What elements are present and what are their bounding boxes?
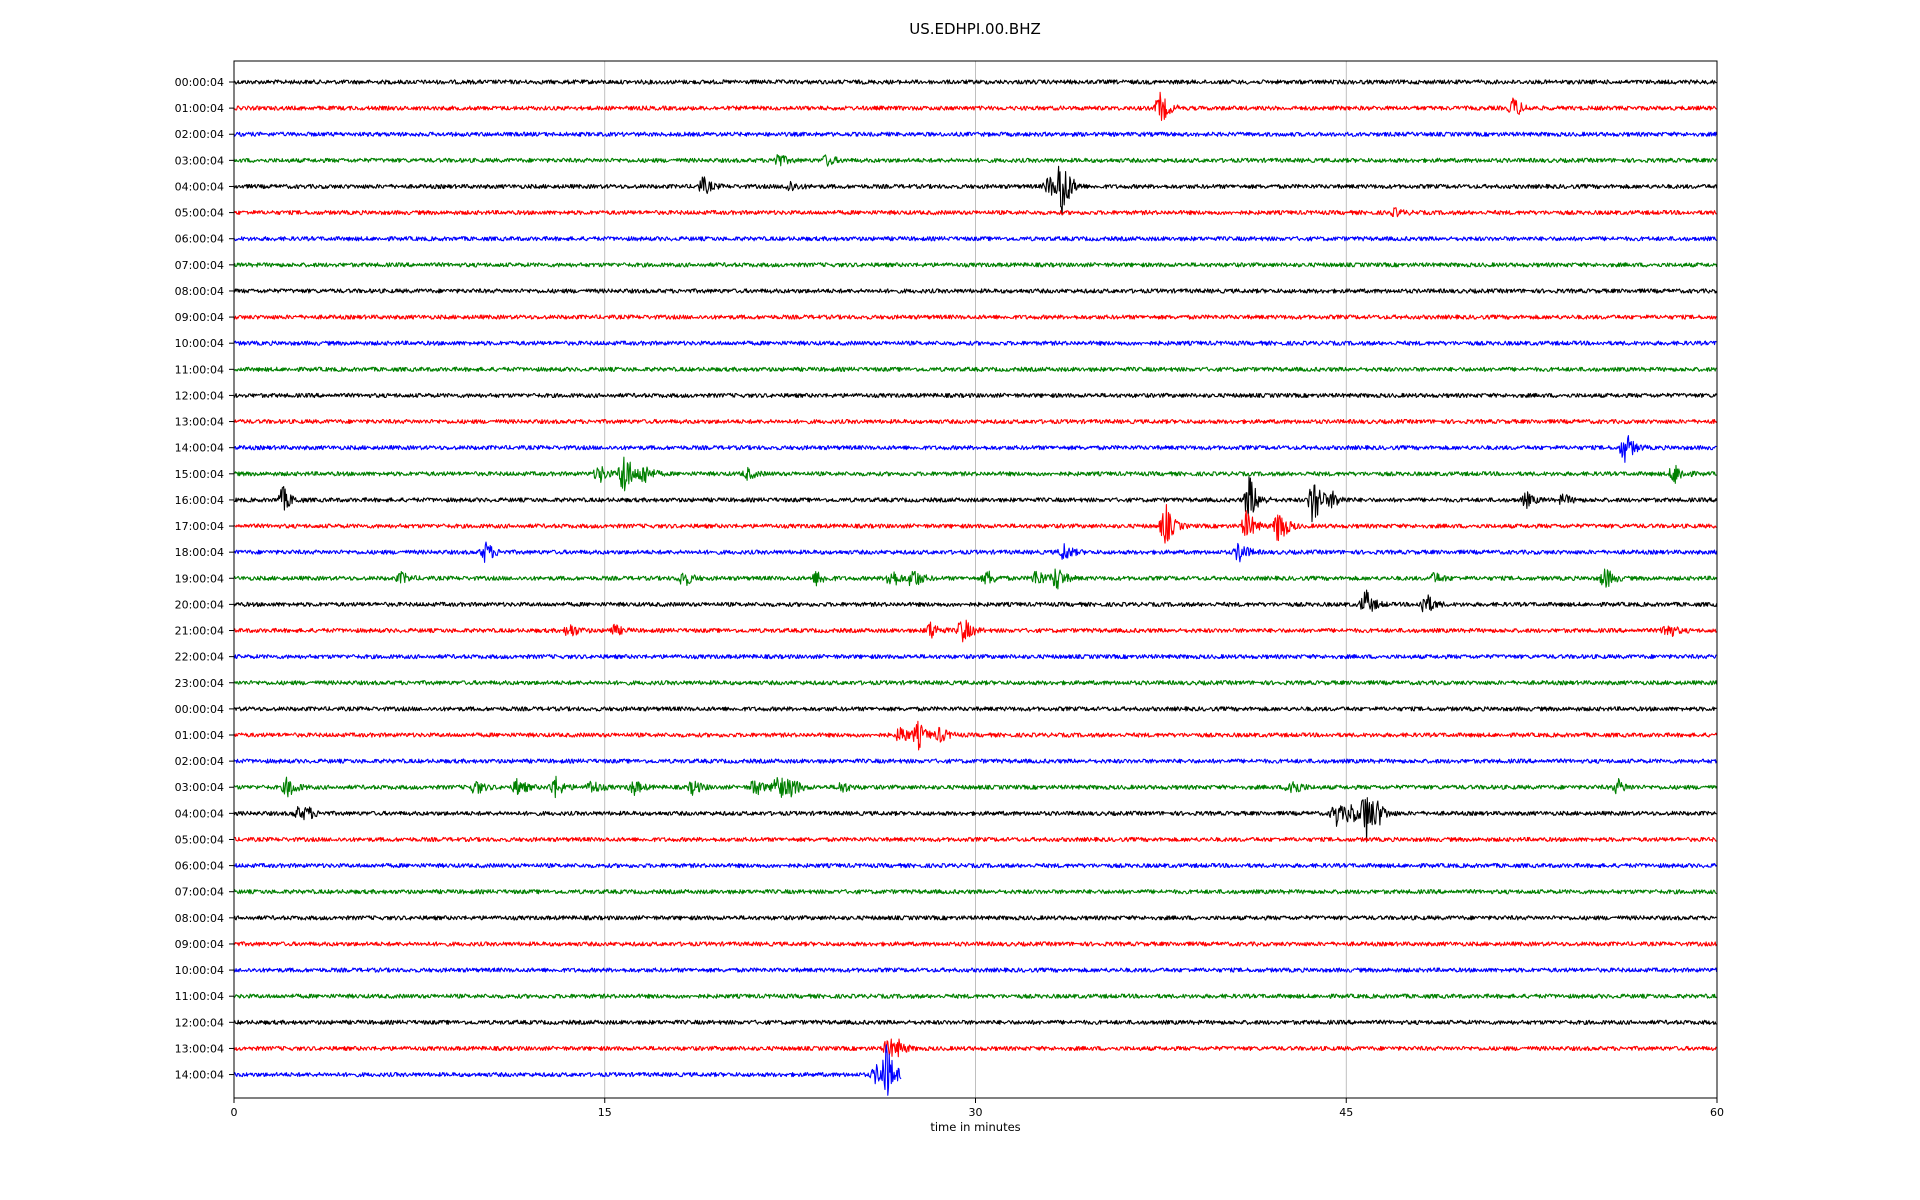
row-time-label: 13:00:04 bbox=[175, 416, 224, 429]
row-time-label: 09:00:04 bbox=[175, 311, 224, 324]
seismic-trace bbox=[233, 288, 1718, 294]
seismic-trace bbox=[233, 541, 1718, 563]
row-time-label: 11:00:04 bbox=[175, 363, 224, 376]
x-tick-label: 15 bbox=[598, 1106, 612, 1119]
x-axis-ticks: 0 15 30 45 60 bbox=[231, 1098, 1724, 1119]
seismic-trace bbox=[233, 836, 1717, 843]
row-time-label: 20:00:04 bbox=[175, 598, 224, 611]
row-time-label: 14:00:04 bbox=[175, 442, 224, 455]
row-time-label: 06:00:04 bbox=[175, 860, 224, 873]
row-time-label: 13:00:04 bbox=[175, 1042, 224, 1055]
row-time-label: 04:00:04 bbox=[175, 180, 224, 193]
seismic-trace bbox=[233, 993, 1717, 999]
row-time-label: 14:00:04 bbox=[175, 1069, 224, 1082]
x-tick-label: 30 bbox=[969, 1106, 983, 1119]
seismic-trace bbox=[233, 207, 1717, 218]
row-time-label: 03:00:04 bbox=[175, 154, 224, 167]
vertical-gridlines bbox=[604, 61, 1347, 1098]
row-time-label: 04:00:04 bbox=[175, 807, 224, 820]
seismic-trace bbox=[233, 236, 1717, 242]
seismic-trace bbox=[233, 1044, 902, 1096]
seismic-trace bbox=[233, 340, 1717, 346]
row-time-label: 06:00:04 bbox=[175, 233, 224, 246]
seismic-trace bbox=[233, 262, 1718, 268]
seismic-trace bbox=[233, 680, 1718, 686]
seismic-trace bbox=[233, 456, 1717, 492]
seismic-trace bbox=[233, 568, 1718, 590]
seismic-trace bbox=[233, 797, 1717, 843]
row-time-label: 07:00:04 bbox=[175, 886, 224, 899]
seismic-trace bbox=[233, 392, 1718, 399]
row-time-label: 00:00:04 bbox=[175, 76, 224, 89]
row-time-label: 02:00:04 bbox=[175, 755, 224, 768]
seismic-trace bbox=[233, 79, 1717, 85]
seismic-trace bbox=[233, 720, 1718, 751]
seismic-trace bbox=[233, 91, 1717, 122]
row-time-label: 17:00:04 bbox=[175, 520, 224, 533]
seismic-trace bbox=[233, 165, 1718, 216]
seismic-trace bbox=[233, 758, 1718, 764]
row-time-label: 01:00:04 bbox=[175, 102, 224, 115]
row-time-label: 01:00:04 bbox=[175, 729, 224, 742]
seismic-trace bbox=[233, 653, 1717, 660]
row-time-labels: 00:00:04 01:00:04 02:00:04 03:00:04 04:00:04… bbox=[175, 76, 234, 1082]
x-tick-label: 45 bbox=[1339, 1106, 1353, 1119]
x-axis-label: time in minutes bbox=[930, 1120, 1020, 1134]
row-time-label: 08:00:04 bbox=[175, 912, 224, 925]
row-time-label: 00:00:04 bbox=[175, 703, 224, 716]
row-time-label: 16:00:04 bbox=[175, 494, 224, 507]
row-time-label: 22:00:04 bbox=[175, 651, 224, 664]
row-time-label: 15:00:04 bbox=[175, 468, 224, 481]
row-time-label: 05:00:04 bbox=[175, 207, 224, 220]
row-time-label: 03:00:04 bbox=[175, 781, 224, 794]
seismic-trace bbox=[233, 706, 1717, 712]
seismic-trace bbox=[233, 915, 1717, 921]
seismic-trace bbox=[233, 967, 1718, 973]
row-time-label: 10:00:04 bbox=[175, 964, 224, 977]
seismic-trace bbox=[233, 1038, 1718, 1058]
chart-title: US.EDHPI.00.BHZ bbox=[909, 20, 1041, 38]
row-time-label: 19:00:04 bbox=[175, 572, 224, 585]
seismic-trace bbox=[233, 775, 1718, 799]
row-time-label: 12:00:04 bbox=[175, 1016, 224, 1029]
seismic-trace bbox=[233, 154, 1717, 167]
x-tick-label: 0 bbox=[231, 1106, 238, 1119]
seismic-trace bbox=[233, 1019, 1717, 1025]
x-tick-label: 60 bbox=[1710, 1106, 1724, 1119]
seismic-trace bbox=[233, 131, 1718, 137]
row-time-label: 02:00:04 bbox=[175, 128, 224, 141]
row-time-label: 11:00:04 bbox=[175, 990, 224, 1003]
seismic-trace bbox=[233, 889, 1717, 895]
row-time-label: 05:00:04 bbox=[175, 833, 224, 846]
seismic-trace bbox=[233, 504, 1717, 544]
seismic-trace bbox=[233, 366, 1717, 372]
seismic-trace bbox=[233, 314, 1717, 320]
row-time-label: 09:00:04 bbox=[175, 938, 224, 951]
row-time-label: 18:00:04 bbox=[175, 546, 224, 559]
row-time-label: 07:00:04 bbox=[175, 259, 224, 272]
row-time-label: 08:00:04 bbox=[175, 285, 224, 298]
row-time-label: 23:00:04 bbox=[175, 677, 224, 690]
seismic-trace bbox=[233, 862, 1718, 869]
seismic-trace bbox=[233, 435, 1717, 463]
seismic-trace bbox=[233, 589, 1718, 613]
seismic-trace bbox=[233, 941, 1718, 947]
seismic-traces bbox=[233, 79, 1718, 1096]
row-time-label: 21:00:04 bbox=[175, 625, 224, 638]
row-time-label: 10:00:04 bbox=[175, 337, 224, 350]
seismic-trace bbox=[233, 476, 1718, 523]
row-time-label: 12:00:04 bbox=[175, 389, 224, 402]
seismic-trace bbox=[233, 619, 1718, 643]
seismic-trace bbox=[233, 418, 1718, 425]
